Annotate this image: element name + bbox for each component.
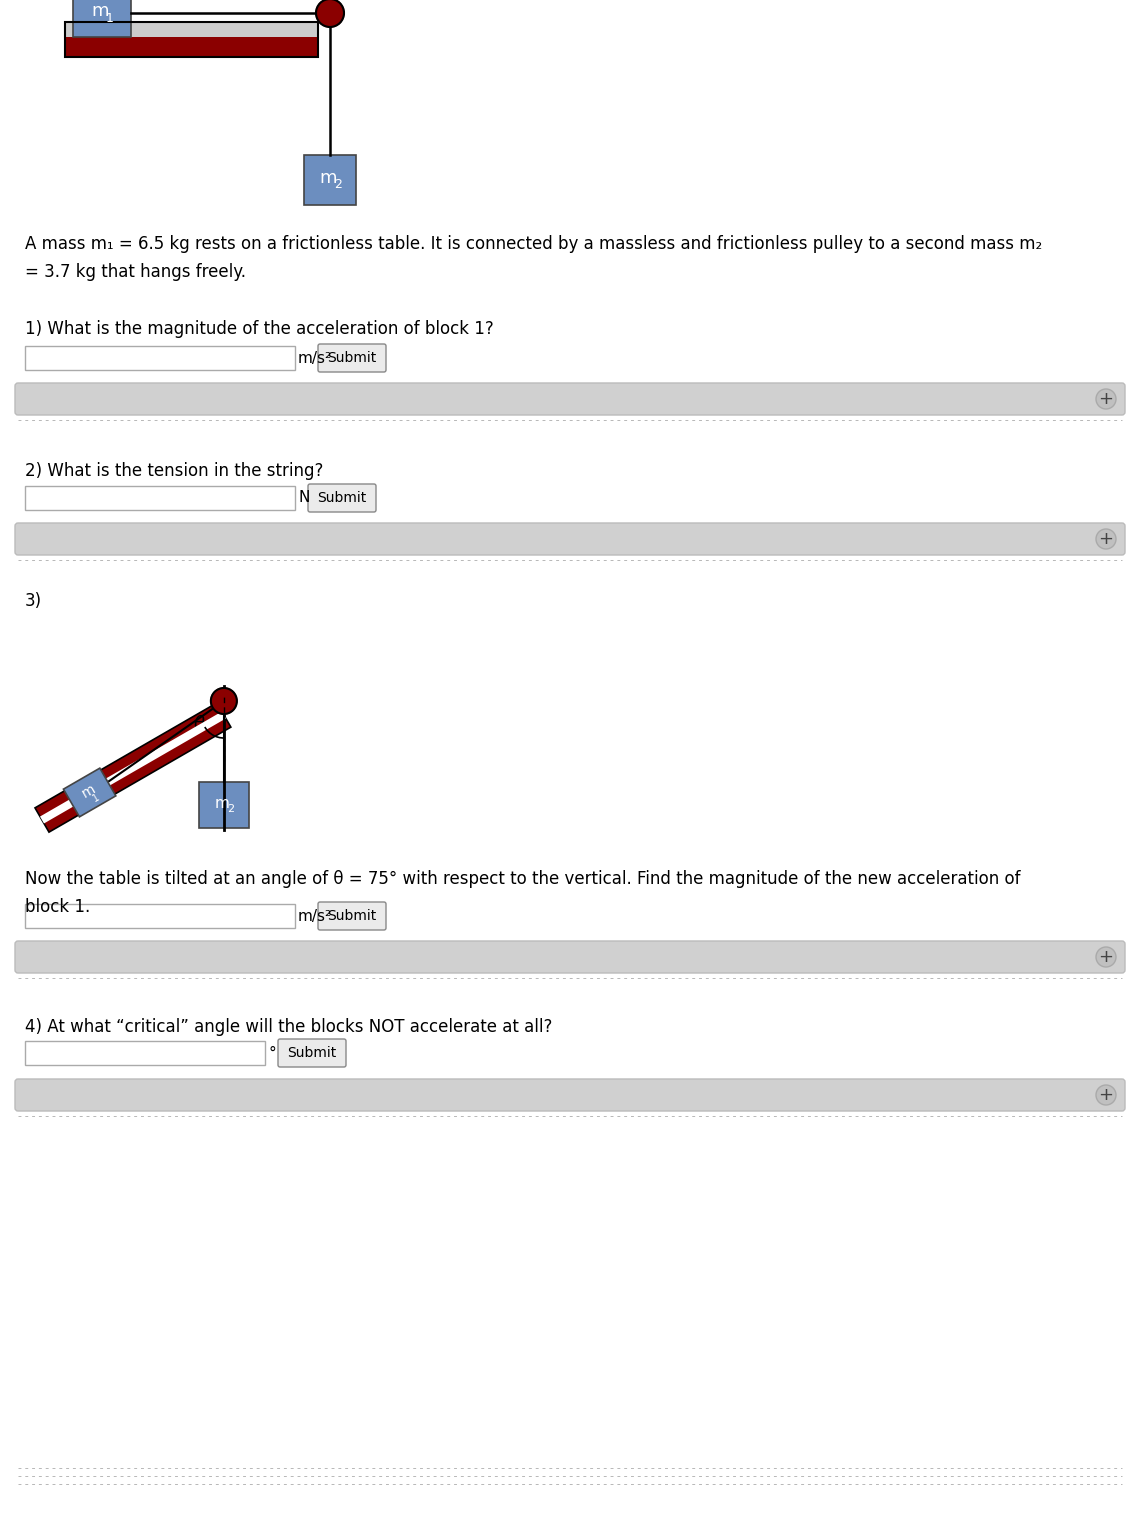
FancyBboxPatch shape	[278, 1039, 347, 1067]
Text: 2: 2	[227, 804, 235, 815]
FancyBboxPatch shape	[25, 904, 295, 928]
FancyBboxPatch shape	[65, 36, 318, 58]
Text: m: m	[80, 783, 98, 801]
Text: Submit: Submit	[327, 351, 376, 365]
Polygon shape	[64, 768, 116, 818]
Circle shape	[1096, 946, 1116, 967]
Circle shape	[1096, 1086, 1116, 1105]
Text: 3): 3)	[25, 592, 42, 610]
Text: N: N	[298, 491, 309, 506]
FancyBboxPatch shape	[318, 344, 386, 372]
FancyBboxPatch shape	[304, 154, 356, 204]
Polygon shape	[35, 702, 231, 833]
FancyBboxPatch shape	[25, 486, 295, 510]
Text: 1: 1	[90, 792, 100, 804]
Text: 1) What is the magnitude of the acceleration of block 1?: 1) What is the magnitude of the accelera…	[25, 319, 494, 338]
Text: 1: 1	[106, 12, 114, 24]
Text: +: +	[1099, 948, 1114, 966]
Text: θ: θ	[194, 715, 204, 733]
Text: 4) At what “critical” angle will the blocks NOT accelerate at all?: 4) At what “critical” angle will the blo…	[25, 1017, 553, 1036]
Text: Submit: Submit	[317, 491, 367, 506]
Text: +: +	[1099, 1086, 1114, 1104]
Text: +: +	[1099, 391, 1114, 407]
FancyBboxPatch shape	[15, 383, 1125, 415]
FancyBboxPatch shape	[73, 0, 131, 36]
FancyBboxPatch shape	[65, 23, 318, 36]
Text: °: °	[268, 1046, 276, 1060]
FancyBboxPatch shape	[25, 1042, 264, 1064]
Text: m: m	[319, 170, 336, 188]
Circle shape	[1096, 389, 1116, 409]
FancyBboxPatch shape	[25, 347, 295, 369]
Polygon shape	[40, 712, 226, 824]
Text: Submit: Submit	[287, 1046, 336, 1060]
Circle shape	[211, 687, 237, 715]
Text: m: m	[91, 2, 108, 20]
FancyBboxPatch shape	[15, 522, 1125, 556]
Circle shape	[316, 0, 344, 27]
FancyBboxPatch shape	[198, 783, 249, 828]
Text: m/s²: m/s²	[298, 351, 332, 365]
Text: m: m	[214, 795, 229, 810]
Text: 2) What is the tension in the string?: 2) What is the tension in the string?	[25, 462, 324, 480]
Circle shape	[1096, 528, 1116, 550]
Text: m/s²: m/s²	[298, 908, 332, 924]
FancyBboxPatch shape	[15, 1079, 1125, 1111]
Text: +: +	[1099, 530, 1114, 548]
FancyBboxPatch shape	[318, 902, 386, 930]
Text: A mass m₁ = 6.5 kg rests on a frictionless table. It is connected by a massless : A mass m₁ = 6.5 kg rests on a frictionle…	[25, 235, 1042, 280]
Text: Submit: Submit	[327, 908, 376, 924]
Text: Now the table is tilted at an angle of θ = 75° with respect to the vertical. Fin: Now the table is tilted at an angle of θ…	[25, 871, 1020, 916]
Text: 2: 2	[334, 179, 342, 191]
FancyBboxPatch shape	[308, 484, 376, 512]
FancyBboxPatch shape	[15, 942, 1125, 974]
